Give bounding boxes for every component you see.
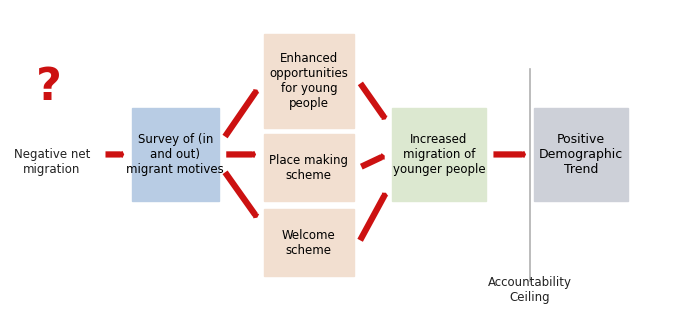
FancyBboxPatch shape: [264, 209, 354, 276]
FancyArrowPatch shape: [225, 172, 256, 215]
FancyArrowPatch shape: [362, 156, 382, 167]
FancyArrowPatch shape: [360, 196, 386, 240]
Text: Positive
Demographic
Trend: Positive Demographic Trend: [539, 133, 623, 176]
Text: Place making
scheme: Place making scheme: [269, 154, 348, 182]
Text: Accountability
Ceiling: Accountability Ceiling: [487, 276, 572, 304]
FancyBboxPatch shape: [132, 108, 219, 201]
Text: Enhanced
opportunities
for young
people: Enhanced opportunities for young people: [269, 52, 348, 110]
Text: Increased
migration of
younger people: Increased migration of younger people: [393, 133, 485, 176]
FancyArrowPatch shape: [225, 92, 257, 137]
FancyArrowPatch shape: [105, 152, 121, 157]
FancyBboxPatch shape: [392, 108, 486, 201]
FancyBboxPatch shape: [264, 134, 354, 201]
FancyBboxPatch shape: [534, 108, 628, 201]
FancyArrowPatch shape: [226, 152, 253, 157]
Text: Survey of (in
and out)
migrant motives: Survey of (in and out) migrant motives: [126, 133, 224, 176]
FancyBboxPatch shape: [264, 34, 354, 128]
Text: Negative net
migration: Negative net migration: [14, 148, 90, 176]
Text: Welcome
scheme: Welcome scheme: [282, 229, 336, 257]
Text: ?: ?: [35, 66, 62, 109]
FancyArrowPatch shape: [360, 83, 384, 117]
FancyArrowPatch shape: [493, 152, 523, 157]
